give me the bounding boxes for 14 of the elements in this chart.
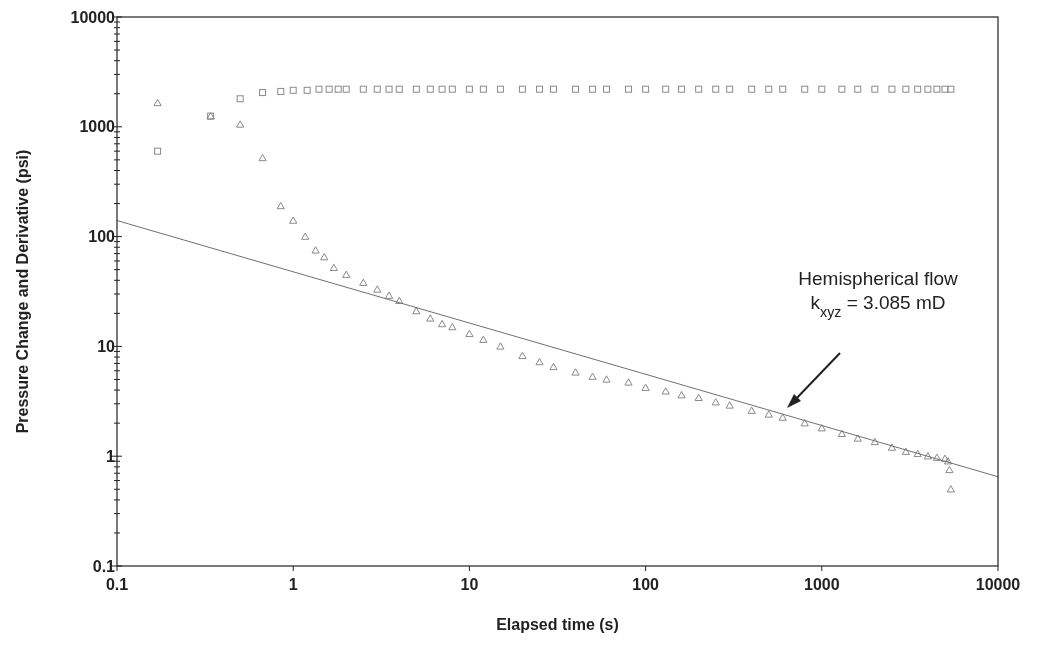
y-tick-label: 0.1 xyxy=(92,557,116,575)
x-tick-label: 10000 xyxy=(975,576,1021,593)
x-tick-label: 10 xyxy=(460,576,479,593)
x-tick-label: 1000 xyxy=(804,576,840,593)
annotation: Hemispherical flow k$_{xyz}$ = 3.085 mD xyxy=(798,268,958,320)
x-tick-label: 1 xyxy=(288,576,298,593)
y-tick-label: 10000 xyxy=(70,8,116,26)
x-axis-title: Elapsed time (s) xyxy=(496,616,619,633)
y-tick-label: 10 xyxy=(97,338,116,355)
x-tick-label: 100 xyxy=(632,576,660,593)
y-tick-label: 100 xyxy=(88,228,116,246)
y-axis-title: Pressure Change and Derivative (psi) xyxy=(14,149,31,434)
y-tick-label: 1 xyxy=(106,447,116,465)
y-tick-label: 1000 xyxy=(79,118,116,136)
